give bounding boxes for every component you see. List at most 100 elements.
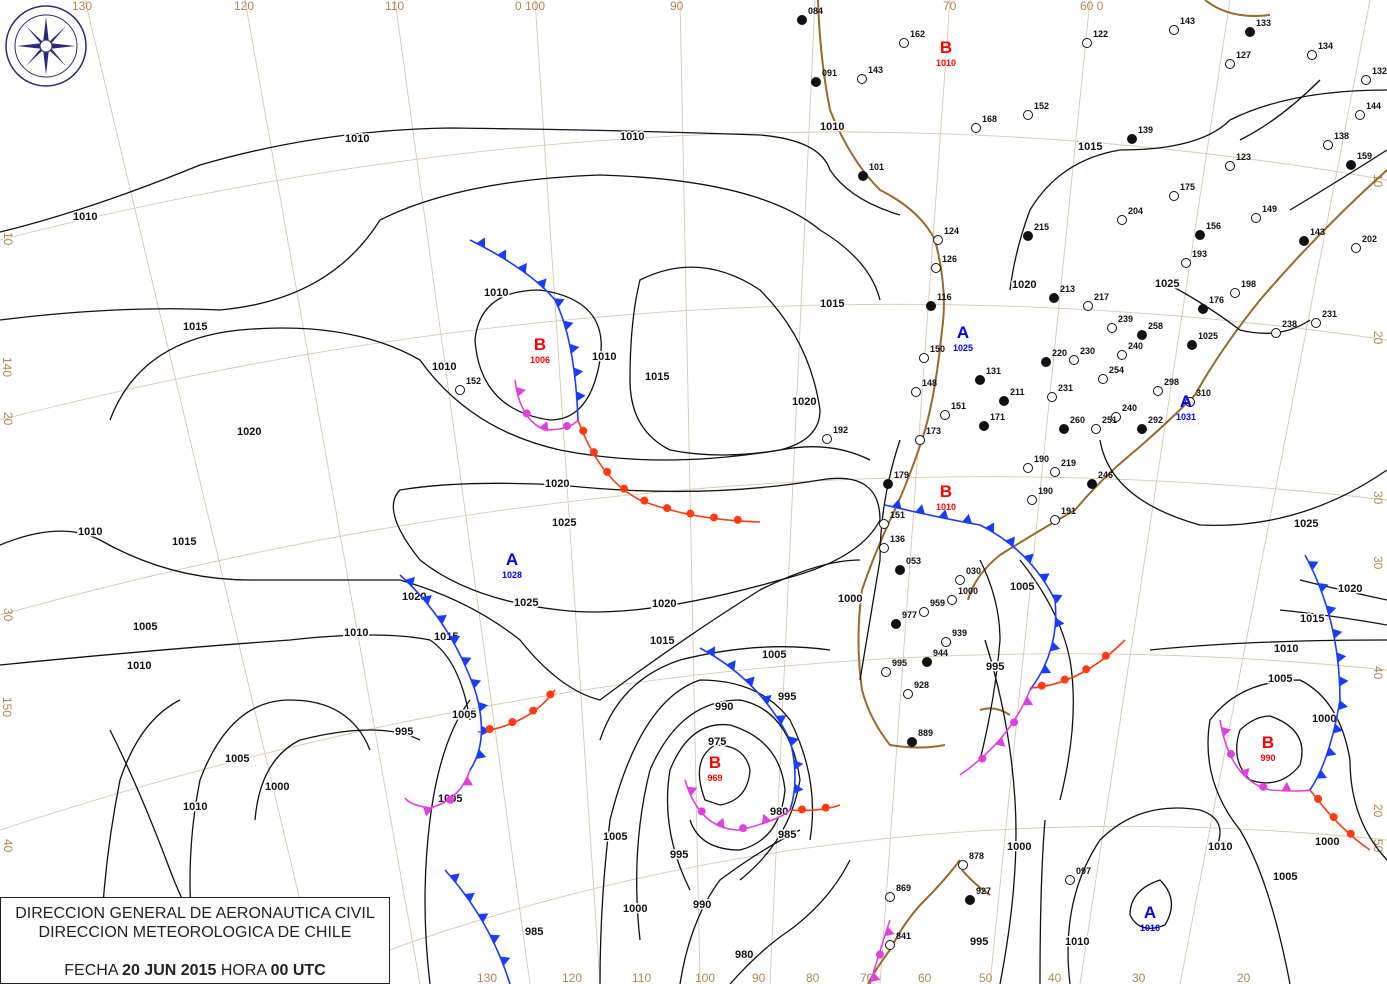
station-circle	[1181, 258, 1191, 268]
station-plot: 220	[1041, 348, 1067, 367]
lon-label: 0 100	[515, 0, 545, 13]
warm-front-semicircle	[546, 690, 555, 699]
warm-front-semicircle	[739, 824, 748, 833]
cold-front-triangle	[515, 386, 526, 397]
station-pressure: 192	[833, 425, 848, 435]
warm-front-semicircle	[522, 409, 531, 418]
station-pressure: 131	[986, 366, 1001, 376]
station-pressure: 1025	[1198, 331, 1218, 341]
isobar-label: 985	[525, 926, 543, 938]
lat-label: 40	[1371, 666, 1385, 680]
station-plot: 136	[879, 534, 905, 553]
warm-front-semicircle	[603, 467, 612, 476]
isobar-label: 1020	[652, 598, 676, 610]
isobar-labels: 1010 1010 1010 1015 1010 1010 1015 1010 …	[72, 120, 1364, 963]
station-pressure: 116	[937, 292, 952, 302]
warm-front-semicircle	[620, 484, 629, 493]
station-circle	[1065, 875, 1075, 885]
date-value: 20 JUN 2015	[122, 962, 217, 979]
station-pressure: 959	[930, 598, 945, 608]
station-plot: 995	[881, 658, 907, 677]
station-plot: 162	[899, 29, 925, 48]
isobar-label: 1005	[603, 831, 627, 843]
cold-front-triangle	[576, 391, 586, 402]
station-pressure: 159	[1357, 151, 1372, 161]
station-circle	[1185, 397, 1195, 407]
station-plot: 191	[1050, 506, 1076, 525]
center-pressure: 1025	[953, 343, 973, 353]
warm-front-semicircle	[1060, 675, 1069, 684]
isobar-label: 1015	[1078, 141, 1102, 153]
warm-front-semicircle	[663, 504, 672, 513]
station-plot: 152	[1023, 101, 1049, 120]
station-plot: 246	[1087, 470, 1113, 489]
cold-front-triangle	[1316, 769, 1328, 779]
station-circle	[1127, 134, 1137, 144]
cold-front-triangle	[1333, 723, 1343, 734]
legend-org: DIRECCION GENERAL DE AERONAUTICA CIVIL	[15, 905, 375, 922]
cold-front-triangle	[985, 522, 995, 533]
warm-front-semicircle	[485, 724, 494, 733]
station-circle	[958, 860, 968, 870]
station-plot: 310	[1185, 388, 1211, 407]
station-plot: 143	[857, 65, 883, 84]
pressure-centers: B1006A1028B969B1010A1025B1010A1031B990A1…	[502, 38, 1276, 933]
station-pressure: 148	[922, 378, 937, 388]
station-pressure: 136	[890, 534, 905, 544]
station-pressure: 239	[1118, 314, 1133, 324]
station-pressure: 101	[869, 162, 884, 172]
station-circle	[1027, 495, 1037, 505]
center-letter: A	[1180, 392, 1192, 411]
isobar-label: 1005	[225, 753, 249, 765]
occluded-front	[959, 689, 1031, 776]
lat-label: 10	[1, 232, 15, 246]
lon-label: 110	[385, 0, 404, 13]
station-plot: 292	[1137, 415, 1163, 434]
isobar-label: 1020	[545, 478, 569, 490]
station-plot: 240	[1117, 341, 1143, 360]
cold-front-triangle	[478, 913, 489, 923]
lon-label: 100	[695, 971, 715, 984]
station-circle	[1098, 374, 1108, 384]
warm-front-semicircle	[1101, 651, 1110, 660]
isobar-label: 990	[693, 899, 711, 911]
isobar-label: 1020	[792, 396, 816, 408]
cold-front-triangle	[1339, 676, 1349, 687]
isobar-label: 1005	[1273, 871, 1297, 883]
cold-front-triangle	[793, 783, 804, 794]
cold-front-triangle	[995, 737, 1006, 747]
cold-front-triangle	[687, 786, 698, 796]
isobar-label: 1000	[265, 781, 289, 793]
isobar-label: 995	[778, 691, 796, 703]
station-pressure: 889	[918, 728, 933, 738]
station-circle	[1117, 215, 1127, 225]
isobar-label: 1020	[237, 426, 261, 438]
lon-label: 30	[1132, 971, 1146, 984]
isobar-label: 995	[970, 936, 988, 948]
station-plot: 159	[1346, 151, 1372, 170]
station-pressure: 254	[1109, 365, 1124, 375]
coastline	[817, 0, 1387, 984]
center-letter: B	[940, 482, 952, 501]
station-circle	[455, 385, 465, 395]
station-pressure: 240	[1122, 403, 1137, 413]
station-circle	[1083, 301, 1093, 311]
isobar-label: 1010	[1274, 643, 1298, 655]
station-plot: 204	[1117, 206, 1143, 225]
station-circle	[891, 619, 901, 629]
station-circle	[975, 375, 985, 385]
station-plot: 251	[1091, 415, 1117, 434]
isobar-label: 1015	[645, 371, 669, 383]
cold-front-triangle	[726, 660, 736, 671]
station-plot: 143	[1169, 16, 1195, 35]
station-plot: 841	[885, 931, 911, 950]
station-circle	[1169, 191, 1179, 201]
station-plot: 239	[1107, 314, 1133, 333]
lon-label: 90	[670, 0, 684, 13]
station-circle	[1361, 75, 1371, 85]
station-plot: 101	[858, 162, 884, 181]
station-pressure: 878	[969, 851, 984, 861]
station-pressure: 144	[1366, 101, 1381, 111]
